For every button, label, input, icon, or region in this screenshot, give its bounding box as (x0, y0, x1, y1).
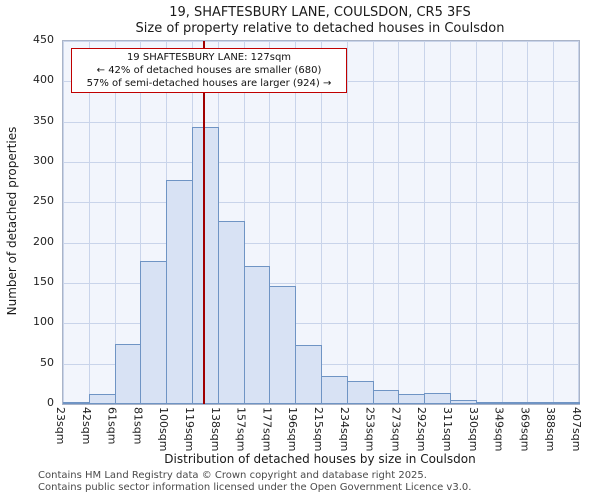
x-tick-label: 407sqm (570, 407, 583, 452)
x-tick-label: 234sqm (337, 407, 351, 452)
gridline-vertical (578, 41, 579, 404)
annotation-line-2: ← 42% of detached houses are smaller (68… (96, 65, 322, 76)
x-axis-label: Distribution of detached houses by size … (164, 452, 476, 466)
x-tick-label: 215sqm (312, 407, 325, 452)
x-tick-label: 61sqm (105, 407, 119, 445)
x-tick-label: 177sqm (260, 407, 274, 452)
x-tick-label: 23sqm (54, 407, 67, 445)
annotation-line-3: 57% of semi-detached houses are larger (… (86, 78, 332, 89)
gridline-vertical (501, 41, 503, 404)
gridline-vertical (295, 41, 297, 404)
gridline-vertical (527, 41, 529, 404)
y-tick-label: 450 (33, 33, 54, 46)
gridline-vertical (475, 41, 477, 404)
bar (166, 179, 193, 404)
y-tick-label: 150 (33, 275, 54, 288)
y-tick-label: 250 (33, 194, 54, 208)
bar (424, 392, 451, 404)
gridline-vertical (140, 41, 142, 404)
x-tick-label: 157sqm (234, 407, 248, 452)
bar (553, 402, 580, 404)
bar (346, 381, 374, 404)
bar (321, 375, 348, 404)
y-tick-label: 50 (40, 355, 54, 369)
x-tick-label: 138sqm (208, 407, 222, 452)
x-tick-label: 119sqm (183, 407, 196, 452)
x-tick-label: 330sqm (466, 407, 480, 452)
bar (269, 286, 297, 404)
bar (527, 402, 555, 404)
annotation-line-1: 19 SHAFTESBURY LANE: 127sqm (126, 52, 292, 63)
y-tick-label: 300 (33, 154, 54, 167)
x-tick-label: 42sqm (79, 407, 93, 445)
x-tick-label: 388sqm (544, 407, 558, 452)
x-tick-label: 349sqm (492, 407, 506, 452)
gridline-vertical (63, 41, 64, 404)
gridline-vertical (346, 41, 348, 404)
x-tick-label: 100sqm (157, 407, 171, 452)
x-tick-label: 369sqm (518, 407, 532, 452)
bar (114, 343, 142, 404)
bar (501, 402, 529, 404)
y-tick-label: 0 (47, 396, 54, 409)
footer: Contains HM Land Registry data © Crown c… (38, 470, 471, 494)
bar (88, 393, 116, 404)
gridline-vertical (372, 41, 374, 404)
y-tick-label: 200 (33, 234, 54, 248)
chart-subtitle: Size of property relative to detached ho… (135, 21, 505, 36)
y-tick-label: 350 (33, 113, 54, 127)
gridline-vertical (321, 41, 322, 404)
gridline-vertical (450, 41, 451, 404)
y-tick-label: 100 (33, 315, 54, 329)
bar (217, 220, 245, 404)
bar (63, 402, 90, 404)
plot-area: 19 SHAFTESBURY LANE: 127sqm ← 42% of det… (62, 40, 580, 405)
x-tick-label: 311sqm (441, 407, 454, 452)
gridline-vertical (424, 41, 426, 404)
x-tick-label: 253sqm (363, 407, 377, 452)
gridline-vertical (398, 41, 400, 404)
gridline-vertical (553, 41, 555, 404)
footer-line-2: Contains public sector information licen… (38, 482, 472, 493)
footer-line-1: Contains HM Land Registry data © Crown c… (38, 470, 427, 481)
gridline-vertical (114, 41, 116, 404)
gridline-vertical (269, 41, 271, 404)
annotation-box: 19 SHAFTESBURY LANE: 127sqm ← 42% of det… (71, 48, 347, 93)
bar (475, 402, 503, 404)
bar (372, 390, 400, 404)
bar (140, 261, 168, 404)
x-tick-label: 273sqm (389, 407, 403, 452)
marker-line (202, 41, 205, 404)
x-tick-label: 196sqm (286, 407, 300, 452)
gridline-vertical (88, 41, 90, 404)
bar (192, 127, 219, 404)
bar (243, 266, 271, 404)
bar (398, 394, 426, 404)
x-tick-label: 81sqm (131, 407, 145, 445)
x-tick-label: 292sqm (415, 407, 429, 452)
bar (450, 399, 477, 404)
y-tick-label: 400 (33, 73, 54, 87)
chart-title: 19, SHAFTESBURY LANE, COULSDON, CR5 3FS (169, 5, 471, 20)
bar (295, 345, 322, 404)
